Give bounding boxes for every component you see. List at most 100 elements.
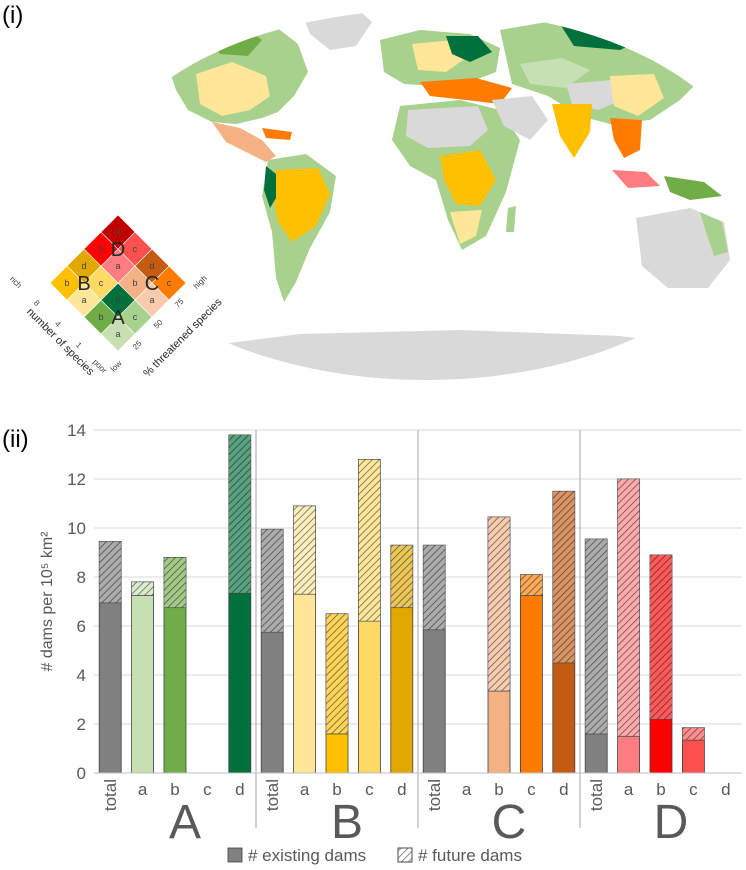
- map-region-europe-east: [446, 36, 492, 62]
- bar-existing-D-total: [584, 733, 608, 774]
- bar-future-hatch-B-d: [390, 545, 413, 608]
- x-tick-label: a: [138, 780, 148, 799]
- bar-future-hatch-C-total: [423, 545, 446, 630]
- x-tick-label: a: [462, 780, 472, 799]
- group-label: B: [331, 796, 363, 849]
- x-tick-label: d: [397, 780, 406, 799]
- bar-existing-C-total: [422, 629, 446, 774]
- x-tick-label: total: [587, 779, 606, 811]
- map-region-indonesia-1: [612, 170, 660, 188]
- map-region-andes: [264, 166, 276, 208]
- x-tick-label: d: [721, 780, 730, 799]
- map-region-sahara: [406, 106, 488, 148]
- map-region-mediterranean: [420, 78, 512, 104]
- species-tick-label: 4: [53, 319, 63, 329]
- bar-future-hatch-D-a: [617, 479, 640, 737]
- legend-cell-letter: b: [64, 278, 69, 288]
- y-tick-label: 2: [77, 715, 86, 734]
- map-region-central-america: [212, 122, 276, 162]
- species-tick-label: 1: [74, 340, 84, 350]
- legend-cell-letter: a: [115, 329, 120, 339]
- x-tick-label: c: [689, 780, 698, 799]
- legend-cell-letter: c: [133, 244, 138, 254]
- map-panel: (i): [0, 0, 746, 395]
- bar-future-hatch-B-a: [293, 505, 316, 595]
- map-region-india: [552, 104, 592, 158]
- bar-existing-B-a: [293, 593, 317, 774]
- legend-group-letter: B: [77, 273, 90, 295]
- x-tick-label: a: [300, 780, 310, 799]
- legend-cell-letter: c: [133, 312, 138, 322]
- bar-future-hatch-D-total: [585, 539, 608, 734]
- species-tick-label: rich: [8, 274, 23, 289]
- map-region-greenland: [300, 10, 372, 50]
- bar-existing-B-b: [325, 733, 349, 774]
- bar-future-hatch-A-d: [228, 434, 251, 593]
- bar-existing-C-b: [487, 690, 511, 774]
- legend-label-existing: # existing dams: [248, 846, 366, 865]
- bar-existing-B-c: [357, 620, 381, 774]
- y-tick-label: 8: [77, 568, 86, 587]
- bar-existing-D-b: [649, 718, 673, 774]
- legend-cell-letter: b: [132, 278, 137, 288]
- bar-existing-A-d: [228, 592, 252, 774]
- bar-existing-B-d: [390, 607, 414, 774]
- bar-existing-C-c: [520, 594, 543, 774]
- bar-future-hatch-B-b: [326, 613, 348, 734]
- legend-cell-letter: d: [81, 261, 86, 271]
- map-region-amazon: [272, 168, 330, 242]
- y-tick-label: 14: [67, 421, 86, 440]
- bar-future-hatch-A-a: [131, 581, 154, 596]
- map-region-north-america-south: [196, 62, 270, 116]
- map-land: [140, 10, 746, 380]
- legend-group-letter: D: [111, 239, 125, 261]
- x-tick-label: b: [494, 780, 503, 799]
- world-map: [140, 10, 746, 380]
- species-tick-label: 8: [32, 298, 42, 308]
- map-region-south-africa: [450, 210, 482, 244]
- x-tick-label: b: [170, 780, 179, 799]
- y-axis-label: # dams per 10⁵ km²: [39, 531, 56, 672]
- y-tick-label: 4: [77, 666, 86, 685]
- map-region-antarctica: [140, 330, 746, 380]
- x-tick-label: c: [203, 780, 212, 799]
- x-tick-label: d: [559, 780, 568, 799]
- legend-cell-letter: b: [98, 312, 103, 322]
- threat-tick-label: 75: [173, 297, 186, 310]
- bar-existing-C-d: [552, 662, 576, 774]
- legend-swatch-future: [397, 847, 413, 863]
- panel-label-chart: (ii): [2, 426, 29, 453]
- group-label: D: [654, 796, 689, 849]
- map-region-arabia: [492, 96, 548, 140]
- legend-cell-letter: c: [99, 278, 104, 288]
- y-tick-label: 10: [67, 519, 86, 538]
- bar-future-hatch-D-b: [650, 554, 672, 720]
- bar-future-hatch-C-d: [552, 491, 575, 663]
- legend-cell-letter: d: [115, 227, 120, 237]
- x-tick-label: total: [425, 779, 444, 811]
- x-tick-label: total: [101, 779, 120, 811]
- bar-existing-A-b: [163, 607, 187, 774]
- bar-future-hatch-A-b: [164, 557, 186, 608]
- legend-cell-letter: a: [115, 261, 120, 271]
- bar-future-hatch-B-total: [261, 529, 284, 633]
- legend-cell-letter: a: [149, 295, 154, 305]
- legend-cell-letter: c: [167, 278, 172, 288]
- chart-panel: (ii) 0 2 4 6 8 10 12 14 # dams per 10⁵ km² total a…: [0, 400, 746, 865]
- panel-label-map: (i): [2, 2, 24, 29]
- bar-future-hatch-B-c: [358, 459, 381, 622]
- map-region-madagascar: [506, 206, 516, 232]
- threat-tick-label: low: [109, 359, 124, 374]
- legend-cell-letter: a: [81, 295, 86, 305]
- x-tick-label: total: [263, 779, 282, 811]
- bar-future-hatch-C-b: [488, 516, 510, 691]
- x-tick-label: c: [527, 780, 536, 799]
- y-tick-label: 0: [77, 764, 86, 783]
- legend-cell-Dd: [100, 214, 136, 250]
- x-tick-label: d: [235, 780, 244, 799]
- x-tick-label: b: [656, 780, 665, 799]
- legend-group-letter: C: [145, 273, 159, 295]
- group-label: A: [169, 796, 201, 849]
- threat-tick-label: high: [192, 274, 209, 291]
